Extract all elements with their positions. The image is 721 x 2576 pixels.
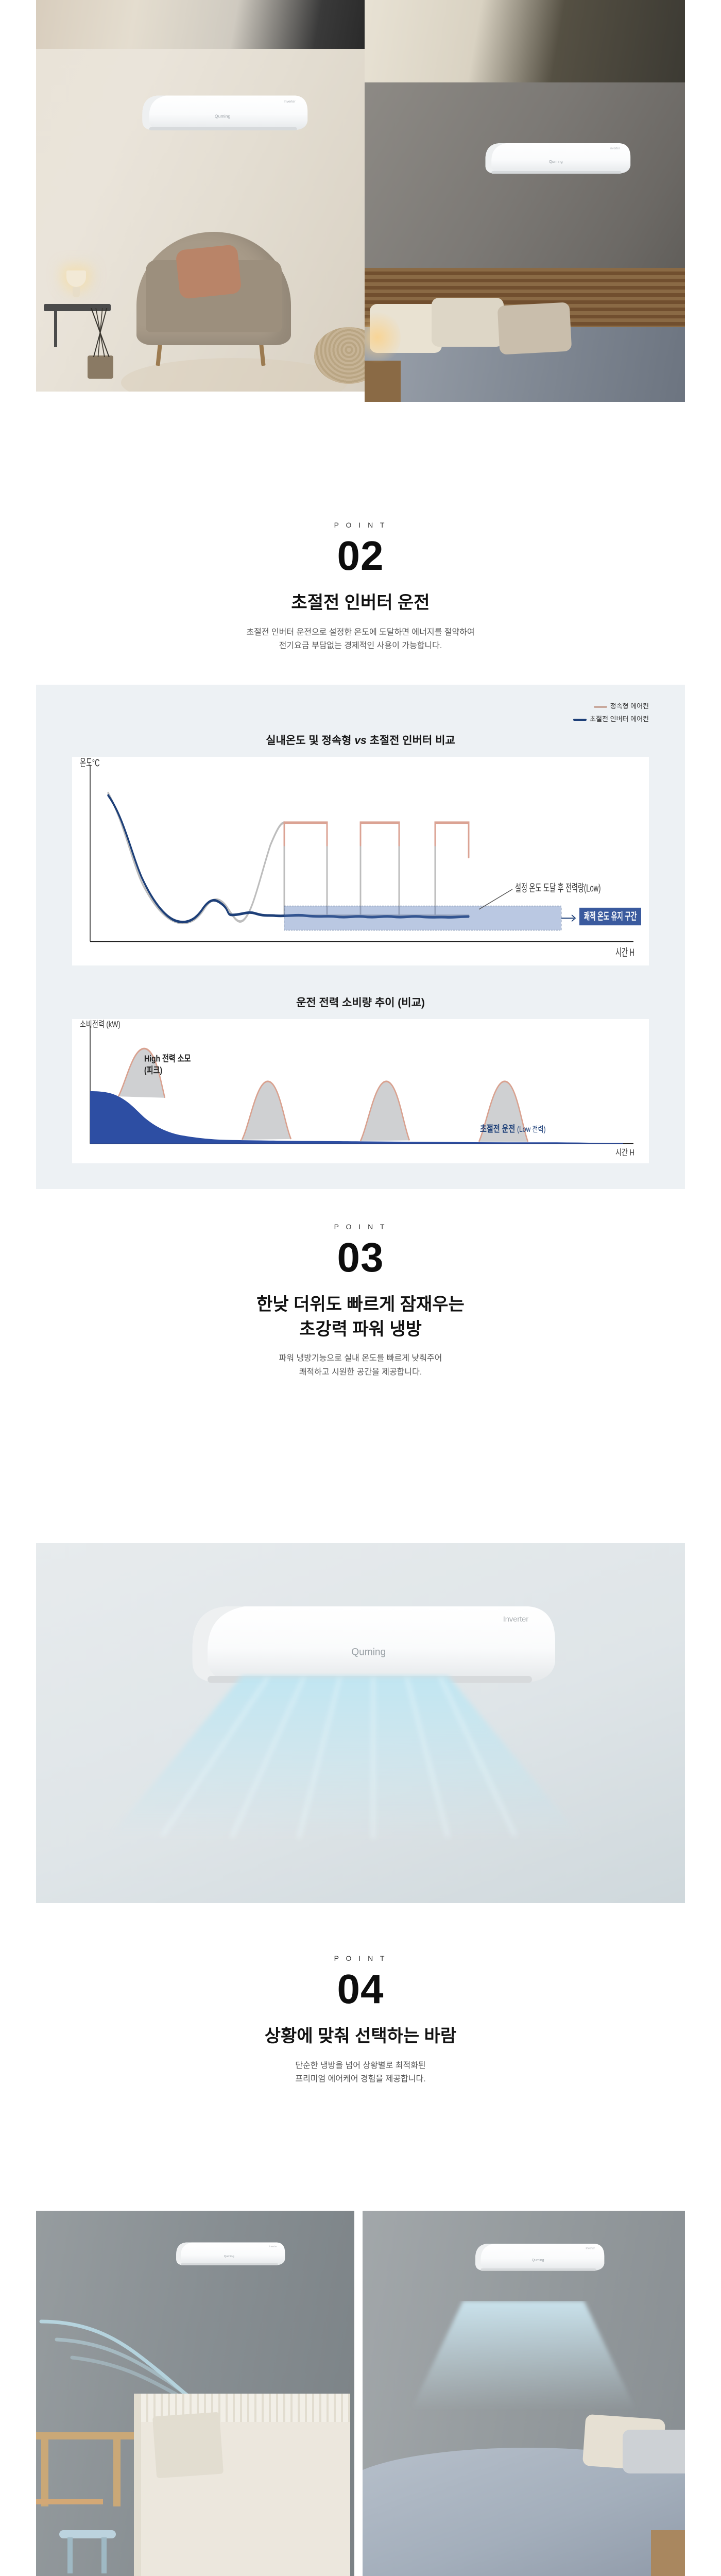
- svg-text:초절전 운전 (Low 전력): 초절전 운전 (Low 전력): [480, 1123, 546, 1134]
- svg-text:시간 H: 시간 H: [615, 947, 634, 959]
- svg-text:(피크): (피크): [144, 1065, 162, 1076]
- svg-text:Inverter: Inverter: [610, 147, 620, 150]
- svg-text:Quming: Quming: [224, 2255, 234, 2258]
- svg-text:Inverter: Inverter: [503, 1615, 529, 1623]
- svg-text:시간 H: 시간 H: [615, 1148, 634, 1158]
- svg-text:설정 온도 도달 후 전력량(Low): 설정 온도 도달 후 전력량(Low): [515, 883, 600, 894]
- svg-text:Inverter: Inverter: [586, 2247, 595, 2250]
- svg-text:Quming: Quming: [351, 1647, 386, 1658]
- svg-text:Quming: Quming: [532, 2258, 544, 2262]
- svg-text:Quming: Quming: [549, 159, 563, 164]
- svg-text:Inverter: Inverter: [284, 100, 296, 104]
- svg-text:소비전력 (kW): 소비전력 (kW): [80, 1020, 121, 1029]
- svg-text:Inverter: Inverter: [269, 2245, 277, 2247]
- svg-text:High 전력 소모: High 전력 소모: [144, 1053, 191, 1064]
- svg-text:Quming: Quming: [215, 114, 231, 119]
- svg-text:쾌적 온도 유지 구간: 쾌적 온도 유지 구간: [584, 911, 637, 922]
- svg-text:온도°C: 온도°C: [80, 757, 99, 769]
